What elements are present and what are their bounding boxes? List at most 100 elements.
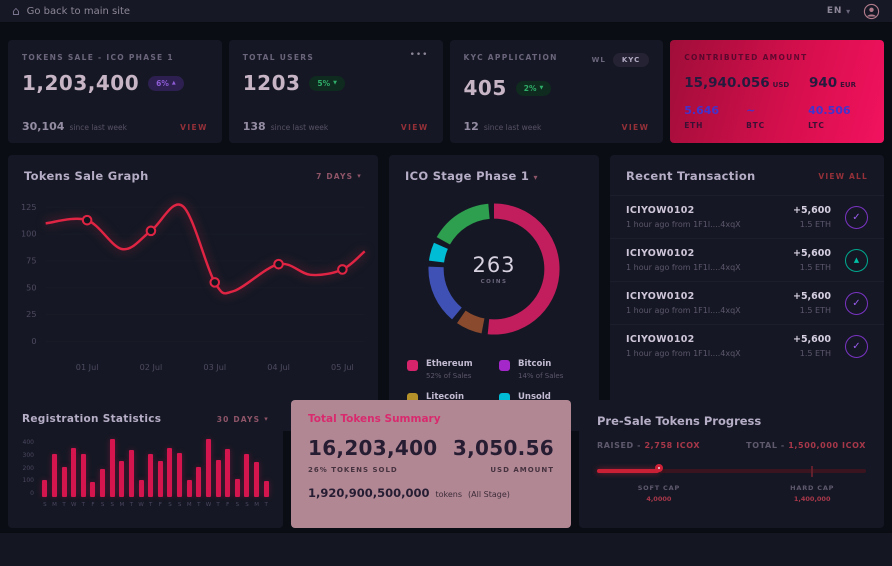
- card-value: 1203: [242, 71, 301, 95]
- language-selector[interactable]: EN ▾: [827, 6, 851, 16]
- registration-bar: S: [100, 439, 106, 508]
- panel-title: Registration Statistics: [22, 413, 162, 425]
- user-avatar[interactable]: [863, 3, 880, 20]
- legend-swatch: [499, 393, 510, 404]
- registration-bar: S: [177, 439, 183, 508]
- svg-text:01 Jul: 01 Jul: [76, 362, 99, 372]
- transaction-status-icon: ✓: [845, 334, 868, 358]
- trend-arrow-icon: ▼: [333, 80, 338, 86]
- view-all-link[interactable]: VIEW ALL: [818, 171, 868, 181]
- registration-bar: S: [244, 439, 250, 508]
- transaction-eth: 1.5 ETH: [799, 349, 831, 358]
- card-delta-note: since last week: [69, 123, 127, 132]
- transaction-row[interactable]: ICIYOW0102 1 hour ago from 1F1l....4xqX …: [610, 324, 884, 367]
- topbar-actions: EN ▾: [827, 3, 880, 20]
- card-delta: 138: [242, 120, 266, 133]
- registration-bar: T: [148, 439, 154, 508]
- wl-tab[interactable]: WL: [591, 56, 606, 64]
- kyc-application-card: KYC APPLICATION WL KYC 405 2% ▼ 12 since …: [449, 40, 664, 143]
- card-delta-note: since last week: [483, 123, 542, 132]
- eth-amount: 5.646 ETH: [684, 104, 720, 130]
- trend-badge: 6% ▲: [148, 75, 184, 91]
- transaction-row[interactable]: ICIYOW0102 1 hour ago from 1F1l....4xqX …: [610, 238, 884, 281]
- contributed-amount-card: CONTRIBUTED AMOUNT 15,940.056 USD 940 EUR …: [670, 40, 884, 143]
- all-stage-tokens-value: 1,920,900,500,000: [308, 486, 430, 500]
- card-title: CONTRIBUTED AMOUNT: [684, 53, 808, 62]
- registration-bar: M: [51, 439, 58, 508]
- registration-bar: T: [263, 439, 269, 508]
- tokens-sold-value: 16,203,400: [308, 436, 438, 460]
- topbar: ⌂ Go back to main site EN ▾: [0, 0, 892, 23]
- svg-text:04 Jul: 04 Jul: [267, 362, 290, 372]
- registration-bar: F: [90, 439, 96, 508]
- more-menu-icon[interactable]: •••: [409, 50, 429, 60]
- transaction-row[interactable]: ICIYOW0102 1 hour ago from 1F1l....4xqX …: [610, 281, 884, 324]
- transaction-meta: 1 hour ago from 1F1l....4xqX: [626, 263, 741, 272]
- tokens-sale-card: TOKENS SALE - ICO PHASE 1 1,203,400 6% ▲ …: [8, 40, 222, 143]
- svg-text:25: 25: [26, 309, 36, 319]
- legend-swatch: [407, 393, 418, 404]
- svg-text:02 Jul: 02 Jul: [140, 362, 163, 372]
- svg-text:0: 0: [31, 336, 36, 346]
- tokens-sold-note: 26% TOKENS SOLD: [308, 466, 398, 474]
- panel-title: ICO Stage Phase 1 ▾: [405, 169, 538, 183]
- transaction-eth: 1.5 ETH: [799, 220, 831, 229]
- registration-bar: M: [254, 439, 260, 508]
- btc-amount: ~ BTC: [746, 104, 765, 130]
- raised-amount: RAISED - 2,758 ICOX: [597, 441, 701, 450]
- kyc-tab[interactable]: KYC: [612, 53, 650, 67]
- svg-text:125: 125: [21, 202, 36, 212]
- ltc-amount: 40.506 LTC: [808, 104, 851, 130]
- tokens-sale-line-chart: 125 100 75 50 25 0 01 Jul 02 Jul 03 Jul 04 Jul 05 …: [21, 202, 366, 372]
- hard-cap-label: HARD CAP 1,400,000: [790, 484, 835, 503]
- svg-text:05 Jul: 05 Jul: [331, 362, 354, 372]
- slider-fill: [597, 469, 659, 473]
- usd-amount-note: USD AMOUNT: [490, 466, 554, 474]
- legend-item-ethereum[interactable]: Ethereum 52% of Sales: [407, 359, 491, 380]
- view-link[interactable]: VIEW: [621, 123, 650, 132]
- legend-swatch: [499, 360, 510, 371]
- recent-transaction-panel: Recent Transaction VIEW ALL ICIYOW0102 1…: [610, 155, 884, 431]
- transaction-row[interactable]: ICIYOW0102 1 hour ago from 1F1l....4xqX …: [610, 195, 884, 238]
- home-icon: ⌂: [12, 4, 20, 18]
- transaction-status-icon: ✓: [845, 291, 868, 315]
- registration-bar: W: [138, 439, 144, 508]
- stat-cards-row: TOKENS SALE - ICO PHASE 1 1,203,400 6% ▲ …: [8, 40, 884, 143]
- svg-text:50: 50: [26, 282, 36, 292]
- svg-text:03 Jul: 03 Jul: [203, 362, 226, 372]
- svg-text:100: 100: [21, 229, 36, 239]
- chevron-down-icon[interactable]: ▾: [533, 173, 538, 182]
- registration-bar: M: [186, 439, 192, 508]
- registration-bar: F: [157, 439, 164, 508]
- ico-stage-panel: ICO Stage Phase 1 ▾ 263 COINS Ethereum 52…: [389, 155, 599, 431]
- total-amount: TOTAL - 1,500,000 ICOX: [746, 441, 866, 450]
- legend-item-bitcoin[interactable]: Bitcoin 14% of Sales: [499, 359, 583, 380]
- registration-bar: S: [234, 439, 241, 508]
- slider-track: [597, 469, 866, 473]
- back-to-main-site-link[interactable]: ⌂ Go back to main site: [12, 5, 130, 17]
- tokens-sale-graph-panel: Tokens Sale Graph 7 DAYS ▾ 125 100 75 50 25 0…: [8, 155, 378, 431]
- transaction-meta: 1 hour ago from 1F1l....4xqX: [626, 220, 741, 229]
- progress-slider[interactable]: [597, 464, 866, 478]
- registration-bar: T: [215, 439, 221, 508]
- range-dropdown[interactable]: 7 DAYS ▾: [316, 171, 362, 181]
- slider-handle[interactable]: [654, 464, 663, 472]
- language-label: EN: [826, 6, 843, 16]
- view-link[interactable]: VIEW: [180, 123, 208, 132]
- registration-bar: S: [167, 439, 173, 508]
- view-link[interactable]: VIEW: [400, 123, 429, 132]
- range-dropdown[interactable]: 30 DAYS ▾: [216, 414, 269, 424]
- card-delta-note: since last week: [270, 123, 329, 132]
- soft-cap-label: SOFT CAP 4,0000: [637, 484, 681, 503]
- transaction-id: ICIYOW0102: [626, 248, 695, 259]
- total-users-card: TOTAL USERS ••• 1203 5% ▼ 138 since last …: [228, 40, 443, 143]
- svg-text:75: 75: [26, 255, 36, 265]
- eur-amount: 940 EUR: [808, 75, 856, 91]
- all-stage-tokens-note: (All Stage): [468, 490, 510, 499]
- panel-title: Tokens Sale Graph: [24, 169, 149, 183]
- transaction-id: ICIYOW0102: [626, 334, 695, 345]
- registration-bar: M: [119, 439, 125, 508]
- registration-bar: T: [196, 439, 202, 508]
- card-title: TOKENS SALE - ICO PHASE 1: [22, 53, 174, 62]
